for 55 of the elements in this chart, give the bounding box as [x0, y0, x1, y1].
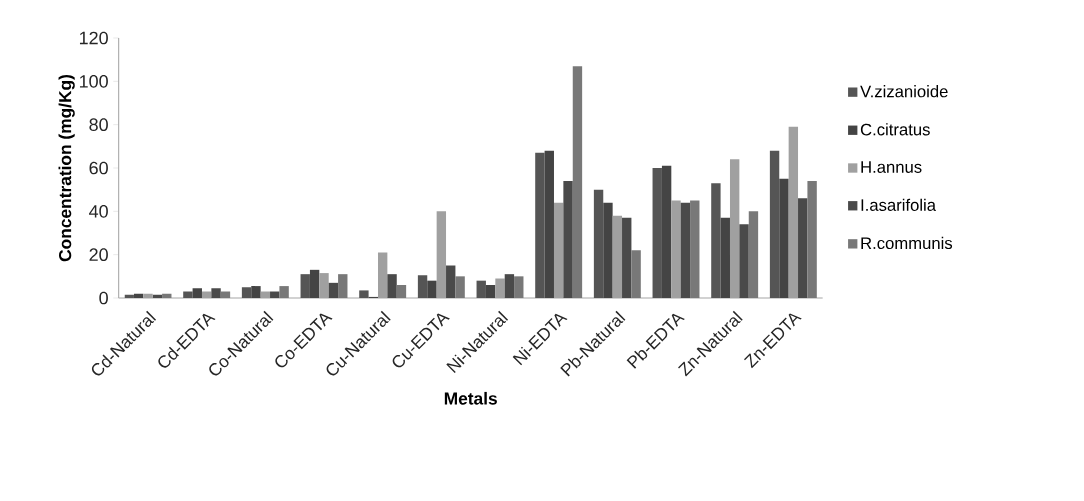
bar	[720, 217, 730, 298]
bar	[661, 165, 672, 298]
bar	[563, 181, 573, 298]
bar	[504, 274, 515, 298]
bar	[739, 224, 749, 298]
bar	[192, 288, 202, 298]
bar	[279, 286, 289, 298]
bar	[446, 265, 456, 298]
bar	[417, 275, 428, 298]
bar	[593, 189, 604, 298]
y-tick-label: 120	[79, 31, 108, 45]
y-tick-label: 0	[99, 291, 108, 305]
bar	[572, 66, 583, 298]
bar	[535, 152, 545, 298]
bar	[476, 280, 486, 298]
bar	[779, 178, 789, 298]
bar	[748, 211, 759, 298]
bar	[680, 202, 691, 298]
bar	[300, 274, 310, 298]
bar	[359, 290, 369, 298]
bar	[328, 282, 339, 298]
y-tick-label: 20	[89, 248, 108, 262]
bar	[622, 217, 632, 298]
bar	[769, 150, 780, 298]
bar	[309, 269, 320, 298]
bar	[183, 291, 193, 298]
bar	[652, 168, 662, 298]
y-tick-label: 100	[79, 74, 108, 88]
legend-label: R.communis	[861, 236, 953, 250]
bar	[211, 288, 221, 298]
y-tick-label: 40	[89, 204, 108, 218]
y-tick-label: 80	[89, 118, 108, 132]
bar	[514, 276, 524, 298]
bar	[603, 202, 613, 298]
bar	[807, 181, 817, 298]
legend-label: I.asarifolia	[861, 198, 937, 211]
legend-label: V.zizanioide	[860, 85, 948, 98]
legend-label: C.citratus	[860, 123, 930, 136]
bar	[427, 280, 437, 298]
bar	[251, 286, 261, 298]
bar	[396, 285, 407, 298]
bar	[711, 183, 721, 298]
bar	[485, 285, 496, 298]
y-axis-title: Concentration (mg/Kg)	[58, 74, 75, 262]
bar	[338, 274, 348, 298]
bar	[241, 287, 252, 298]
bar	[387, 274, 397, 298]
x-axis-title: Metals	[444, 391, 497, 405]
y-tick-label: 60	[89, 161, 108, 175]
bar	[798, 198, 808, 298]
bar	[455, 276, 465, 298]
bar	[544, 150, 554, 298]
bar	[690, 200, 700, 298]
legend-label: H.annus	[861, 161, 922, 173]
bar	[631, 250, 641, 298]
